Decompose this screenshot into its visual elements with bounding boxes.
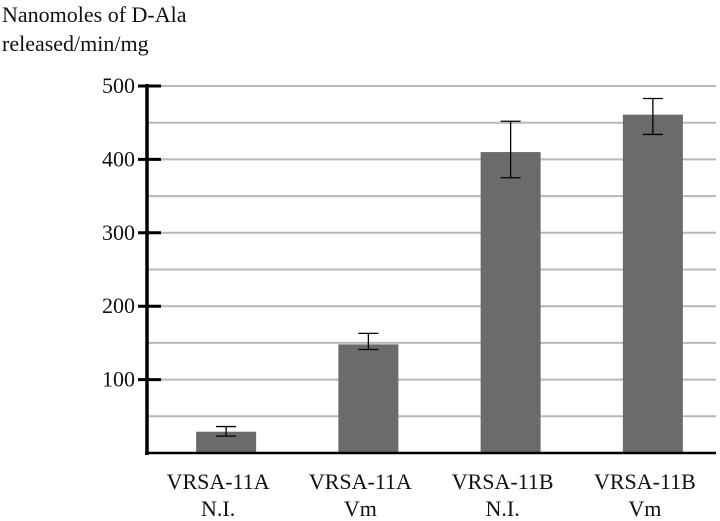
x-tick-label: VRSA-11B [594, 469, 696, 494]
x-tick-label: Vm [628, 496, 661, 521]
bar [480, 152, 541, 453]
y-axis-title-line-2: released/min/mg [2, 31, 149, 56]
bar [338, 344, 399, 453]
x-tick-label: VRSA-11B [452, 469, 554, 494]
bar [622, 114, 683, 453]
y-tick-label: 100 [102, 367, 135, 392]
y-tick-label: 300 [102, 220, 135, 245]
x-tick-label: VRSA-11A [167, 469, 270, 494]
x-tick-label: N.I. [201, 496, 235, 521]
y-tick-label: 200 [102, 293, 135, 318]
x-tick-label: VRSA-11A [309, 469, 412, 494]
y-tick-label: 400 [102, 146, 135, 171]
y-tick-label: 500 [102, 73, 135, 98]
y-axis-title-line-1: Nanomoles of D-Ala [2, 2, 187, 27]
x-tick-label: Vm [344, 496, 377, 521]
bar [196, 431, 257, 453]
x-tick-label: N.I. [486, 496, 520, 521]
